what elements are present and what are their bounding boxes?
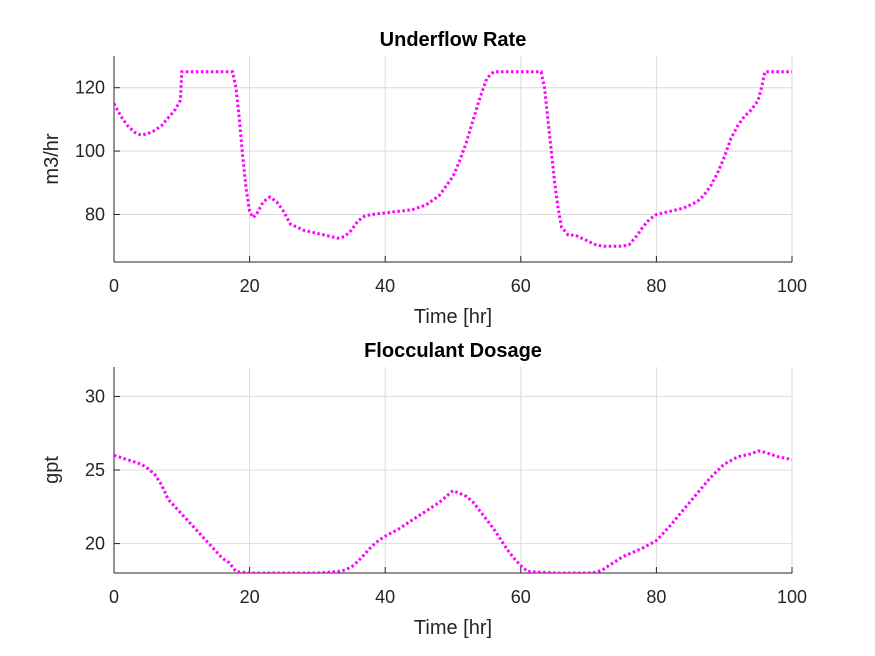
chart0-x-tick-label-2: 40 (375, 276, 395, 296)
chart1-x-axis-label: Time [hr] (414, 617, 492, 639)
chart1-x-tick-label-0: 0 (109, 587, 119, 607)
chart1-y-tick-label-0: 20 (85, 534, 105, 554)
chart1-title: Flocculant Dosage (364, 340, 542, 362)
chart0-axes: 0 20 40 60 80 100 80 100 120 Underflow Rate Time [… (41, 29, 807, 328)
chart1-y-axis-label: gpt (41, 456, 63, 484)
chart1-y-tick-label-1: 25 (85, 460, 105, 480)
chart1-x-tick-label-3: 60 (511, 587, 531, 607)
chart0-y-tick-label-0: 80 (85, 204, 105, 224)
chart0-x-axis-label: Time [hr] (414, 306, 492, 328)
chart1-axes: 0 20 40 60 80 100 20 25 30 Flocculant Dosage Time … (41, 340, 807, 639)
chart0-x-tick-label-4: 80 (646, 276, 666, 296)
chart0-y-tick-label-2: 120 (75, 78, 105, 98)
chart1-x-tick-label-4: 80 (646, 587, 666, 607)
chart0-title: Underflow Rate (380, 29, 527, 51)
chart0-x-tick-label-1: 20 (240, 276, 260, 296)
chart0-series-line-0 (114, 70, 792, 248)
chart1-x-tick-label-5: 100 (777, 587, 807, 607)
chart0-x-tick-label-0: 0 (109, 276, 119, 296)
chart1-series-line-0 (114, 449, 792, 573)
chart1-y-tick-label-2: 30 (85, 386, 105, 406)
chart1-x-tick-label-2: 40 (375, 587, 395, 607)
chart0-x-tick-label-5: 100 (777, 276, 807, 296)
chart1-x-tick-label-1: 20 (240, 587, 260, 607)
chart0-y-axis-label: m3/hr (41, 133, 63, 184)
chart0-y-tick-label-1: 100 (75, 141, 105, 161)
chart0-x-tick-label-3: 60 (511, 276, 531, 296)
